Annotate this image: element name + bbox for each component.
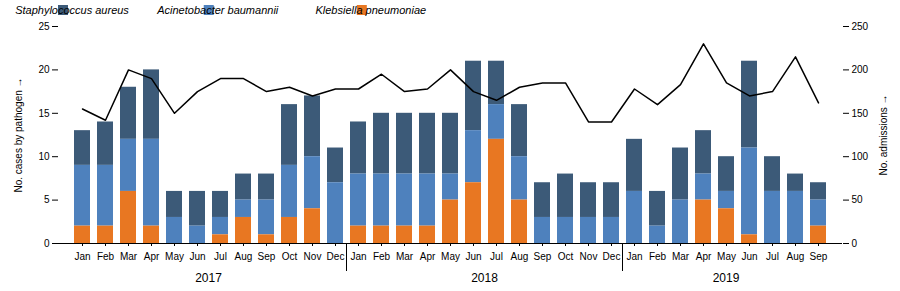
svg-text:Apr: Apr (420, 251, 436, 262)
svg-text:2018: 2018 (471, 271, 498, 285)
svg-text:May: May (441, 251, 460, 262)
svg-text:20: 20 (38, 64, 50, 75)
svg-text:2017: 2017 (195, 271, 222, 285)
svg-text:Feb: Feb (97, 251, 115, 262)
svg-text:200: 200 (852, 64, 869, 75)
svg-text:100: 100 (852, 151, 869, 162)
svg-text:Nov: Nov (580, 251, 598, 262)
svg-text:May: May (717, 251, 736, 262)
svg-text:Dec: Dec (327, 251, 345, 262)
svg-text:25: 25 (38, 21, 50, 32)
svg-text:Jul: Jul (214, 251, 227, 262)
svg-text:Dec: Dec (603, 251, 621, 262)
svg-text:Apr: Apr (144, 251, 160, 262)
svg-text:Sep: Sep (810, 251, 828, 262)
svg-text:No. cases by pathogen →: No. cases by pathogen → (13, 77, 24, 192)
svg-text:Mar: Mar (120, 251, 138, 262)
svg-text:Klebsiella pneumoniae: Klebsiella pneumoniae (315, 4, 426, 16)
svg-text:Jan: Jan (350, 251, 366, 262)
svg-text:Aug: Aug (787, 251, 805, 262)
svg-text:15: 15 (38, 108, 50, 119)
svg-text:Jun: Jun (465, 251, 481, 262)
svg-text:Feb: Feb (649, 251, 667, 262)
svg-text:0: 0 (44, 238, 50, 249)
svg-text:Sep: Sep (258, 251, 276, 262)
svg-text:Jul: Jul (490, 251, 503, 262)
svg-text:Jun: Jun (741, 251, 757, 262)
svg-text:50: 50 (852, 194, 864, 205)
svg-text:Acinetobacter baumannii: Acinetobacter baumannii (156, 4, 279, 16)
svg-text:5: 5 (44, 194, 50, 205)
svg-text:150: 150 (852, 108, 869, 119)
svg-text:2019: 2019 (713, 271, 740, 285)
svg-text:10: 10 (38, 151, 50, 162)
svg-text:May: May (165, 251, 184, 262)
svg-text:Jan: Jan (626, 251, 642, 262)
svg-text:Apr: Apr (696, 251, 712, 262)
svg-text:Oct: Oct (282, 251, 298, 262)
svg-text:Mar: Mar (396, 251, 414, 262)
svg-text:Sep: Sep (534, 251, 552, 262)
svg-text:No. admissions →: No. admissions → (878, 94, 889, 175)
svg-text:250: 250 (852, 21, 869, 32)
svg-text:Aug: Aug (511, 251, 529, 262)
svg-text:0: 0 (852, 238, 858, 249)
svg-text:Staphylococcus aureus: Staphylococcus aureus (15, 4, 129, 16)
svg-text:Aug: Aug (235, 251, 253, 262)
svg-text:Mar: Mar (672, 251, 690, 262)
svg-text:Jun: Jun (189, 251, 205, 262)
svg-text:Jul: Jul (766, 251, 779, 262)
svg-text:Feb: Feb (373, 251, 391, 262)
svg-text:Nov: Nov (304, 251, 322, 262)
svg-text:Jan: Jan (74, 251, 90, 262)
svg-text:Oct: Oct (558, 251, 574, 262)
